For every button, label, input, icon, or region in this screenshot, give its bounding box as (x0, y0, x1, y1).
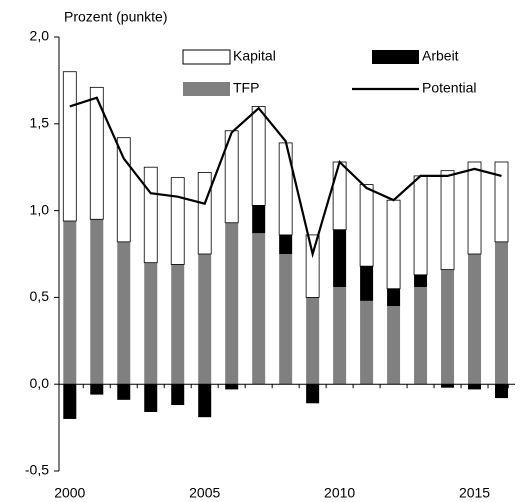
line (69, 96, 502, 259)
bar (359, 184, 374, 267)
bar (171, 384, 185, 406)
bar (440, 170, 455, 271)
bar (332, 161, 347, 231)
bar (252, 233, 266, 385)
y-tick-label: -0,5 (25, 462, 49, 478)
bar (117, 384, 131, 400)
bar (387, 288, 401, 307)
bar (197, 172, 212, 255)
bar (89, 86, 104, 220)
bar (144, 262, 158, 385)
bar (414, 274, 428, 287)
bar (306, 384, 320, 404)
bar (116, 137, 131, 243)
bar (224, 130, 239, 224)
x-tick-label: 2000 (54, 485, 85, 501)
bar (251, 106, 266, 206)
bar (306, 297, 320, 385)
bar (171, 264, 185, 385)
bar (170, 177, 185, 265)
bar (198, 384, 212, 418)
bar (252, 205, 266, 234)
bar (333, 229, 347, 287)
bar (279, 234, 293, 254)
bar (225, 384, 239, 390)
bar (495, 384, 509, 399)
bar (90, 384, 104, 395)
bar (279, 254, 293, 385)
x-tick-label: 2005 (189, 485, 220, 501)
legend-swatch (183, 82, 230, 96)
bar (386, 199, 401, 290)
bar (62, 71, 77, 222)
bar (305, 234, 320, 298)
x-tick-label: 2015 (459, 485, 490, 501)
bar (117, 241, 131, 385)
bar (467, 161, 482, 255)
bar (144, 384, 158, 412)
bar (143, 166, 158, 264)
legend-label: TFP (233, 80, 259, 96)
legend-swatch (182, 49, 231, 65)
bar (494, 161, 509, 243)
bar (495, 241, 509, 385)
bar (413, 175, 428, 276)
legend-label: Potential (422, 80, 476, 96)
bar (63, 221, 77, 385)
y-tick-label: 0,5 (30, 288, 50, 304)
bar (198, 254, 212, 385)
bar (468, 384, 482, 390)
y-tick-label: 1,5 (30, 115, 50, 131)
bar (333, 286, 347, 385)
bar (441, 384, 455, 388)
legend-label: Kapital (233, 48, 276, 64)
bar (225, 222, 239, 385)
bar (387, 306, 401, 385)
bar (441, 269, 455, 385)
bar (468, 254, 482, 385)
bar (90, 219, 104, 385)
y-axis-label: Prozent (punkte) (64, 9, 168, 25)
bar (414, 286, 428, 385)
bar (63, 384, 77, 419)
legend-swatch (372, 50, 419, 64)
y-tick-label: 0,0 (30, 375, 50, 391)
x-tick-label: 2010 (324, 485, 355, 501)
bar (360, 300, 374, 385)
y-tick-label: 2,0 (30, 28, 50, 44)
legend-label: Arbeit (422, 48, 459, 64)
bar (360, 266, 374, 301)
y-tick-label: 1,0 (30, 201, 50, 217)
